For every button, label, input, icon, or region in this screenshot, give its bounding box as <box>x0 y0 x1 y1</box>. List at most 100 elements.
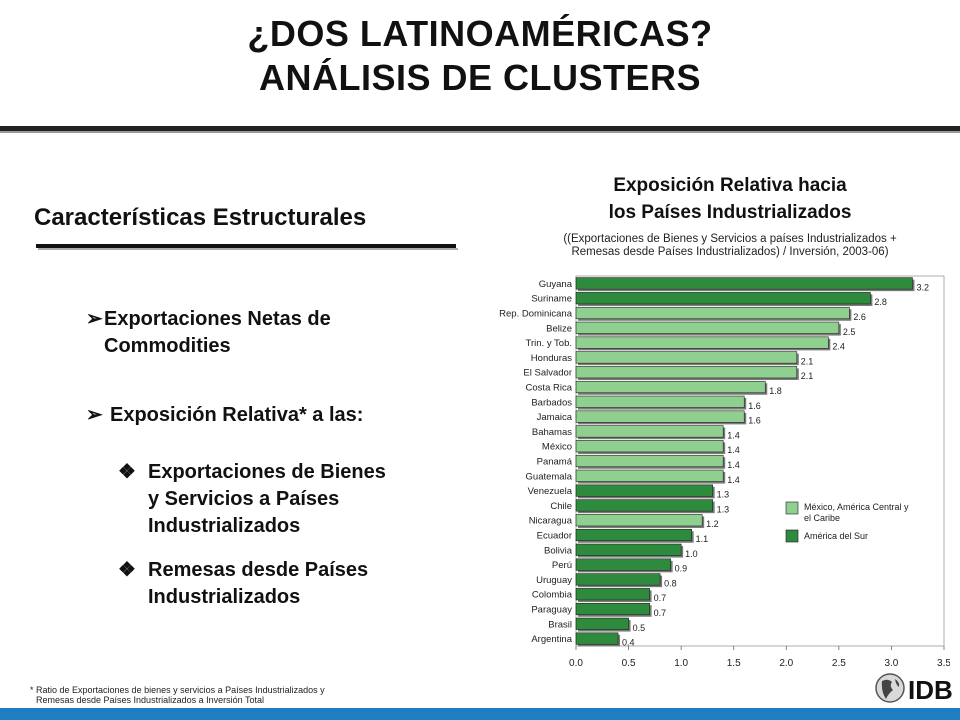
bullet-net-exports-line2: Commodities <box>104 335 231 357</box>
sub-bullet-remittances: ❖ Remesas desde Países Industrializados <box>118 557 368 611</box>
legend-swatch-south <box>785 529 799 543</box>
bar-México <box>575 440 724 453</box>
bullet-net-exports-line1: Exportaciones Netas de <box>104 308 331 330</box>
category-label: Suriname <box>531 294 572 305</box>
category-label: Venezuela <box>528 486 573 497</box>
bar-Ecuador <box>575 528 692 542</box>
sub-bullet-exports-line3: Industrializados <box>148 515 301 537</box>
x-tick-label: 1.5 <box>727 658 741 669</box>
category-label: Bahamas <box>532 427 572 438</box>
arrow-bullet-icon: ➢ <box>86 404 103 426</box>
category-label: Paraguay <box>531 605 572 616</box>
data-label: 1.8 <box>769 386 782 396</box>
category-label: Brasil <box>548 619 572 630</box>
category-label: Honduras <box>531 353 572 364</box>
legend-label-central-line2: el Caribe <box>804 513 840 523</box>
chart-subtitle-line1: ((Exportaciones de Bienes y Servicios a … <box>563 233 897 245</box>
legend-swatch-central <box>785 501 799 515</box>
x-tick-label: 3.0 <box>884 658 898 669</box>
bar-Paraguay <box>575 602 650 616</box>
sub-bullet-exports-line2: y Servicios a Países <box>148 488 340 510</box>
category-label: Guatemala <box>526 471 573 482</box>
chart-subtitle: ((Exportaciones de Bienes y Servicios a … <box>510 233 950 259</box>
data-label: 2.6 <box>853 312 866 322</box>
bullet-net-exports: ➢Exportaciones Netas de Commodities <box>86 306 331 360</box>
x-tick-label: 0.5 <box>622 658 636 669</box>
continent-shape-2 <box>895 679 900 687</box>
idb-logo-mark: IDB <box>875 673 953 705</box>
category-label: Jamaica <box>537 412 573 423</box>
data-label: 1.6 <box>748 416 761 426</box>
data-label: 0.7 <box>654 593 667 603</box>
data-label: 1.4 <box>727 475 740 485</box>
data-label: 1.6 <box>748 401 761 411</box>
slide-title-line1: ¿DOS LATINOAMÉRICAS? <box>247 13 713 54</box>
category-label: Nicaragua <box>529 516 573 527</box>
category-label: Uruguay <box>536 575 572 586</box>
category-label: Rep. Dominicana <box>499 309 573 320</box>
idb-logo: IDB <box>874 670 956 706</box>
bottom-accent-bar <box>0 708 960 720</box>
data-label: 1.0 <box>685 549 698 559</box>
data-label: 1.4 <box>727 460 740 470</box>
sub-bullet-exports: ❖ Exportaciones de Bienes y Servicios a P… <box>118 459 386 540</box>
data-label: 1.3 <box>717 490 730 500</box>
category-label: Chile <box>550 501 572 512</box>
bar-Bolivia <box>575 543 682 556</box>
data-label: 1.2 <box>706 519 719 529</box>
category-label: Costa Rica <box>526 383 573 394</box>
data-label: 1.4 <box>727 445 740 455</box>
footnote-line2: Remesas desde Países Industrializados a … <box>36 695 264 705</box>
category-label: Barbados <box>531 397 572 408</box>
chart-title-line2: los Países Industrializados <box>608 202 852 223</box>
section-heading-underline-shadow <box>38 248 458 250</box>
bar-Belize <box>575 321 840 334</box>
bar-Trin. y Tob. <box>575 336 829 349</box>
idb-logo-text: IDB <box>908 675 953 705</box>
arrow-bullet-icon: ➢ <box>86 308 103 330</box>
data-label: 2.8 <box>874 297 887 307</box>
category-label: Trin. y Tob. <box>526 338 572 349</box>
data-label: 1.4 <box>727 430 740 440</box>
diamond-bullet-icon: ❖ <box>118 461 136 483</box>
legend-label-central-line1: México, América Central y <box>804 502 909 512</box>
chart-title-line1: Exposición Relativa hacia <box>613 175 847 196</box>
bar-Perú <box>575 558 671 571</box>
sub-bullet-remittances-line2: Industrializados <box>148 586 301 608</box>
category-label: Perú <box>552 560 572 571</box>
bar-Colombia <box>575 588 650 601</box>
data-label: 2.4 <box>832 342 845 352</box>
x-tick-label: 2.5 <box>832 658 846 669</box>
bar-Guyana <box>575 277 913 290</box>
category-label: Belize <box>546 323 572 334</box>
category-label: Argentina <box>531 634 572 645</box>
data-label: 2.1 <box>801 356 814 366</box>
data-label: 2.5 <box>843 327 856 337</box>
bullet-relative-exposure: ➢ Exposición Relativa* a las: <box>86 402 363 429</box>
bar-Panamá <box>575 454 724 468</box>
bullet-relative-exposure-text: Exposición Relativa* a las: <box>110 404 364 426</box>
x-tick-label: 3.5 <box>937 658 950 669</box>
bar-Rep. Dominicana <box>575 306 850 320</box>
bar-Costa Rica <box>575 380 766 394</box>
continent-shape <box>881 679 893 699</box>
sub-bullet-exports-line1: Exportaciones de Bienes <box>148 461 386 483</box>
x-tick-label: 0.0 <box>569 658 583 669</box>
x-tick-label: 2.0 <box>779 658 793 669</box>
category-label: México <box>542 442 572 453</box>
bar-Argentina <box>575 632 619 645</box>
bar-Barbados <box>575 395 745 408</box>
data-label: 0.8 <box>664 578 677 588</box>
category-label: Bolivia <box>544 545 573 556</box>
section-heading-underline <box>36 244 456 248</box>
data-label: 1.1 <box>696 534 709 544</box>
category-label: El Salvador <box>523 368 572 379</box>
footnote: * Ratio de Exportaciones de bienes y ser… <box>30 685 325 705</box>
x-tick-label: 1.0 <box>674 658 688 669</box>
chart-subtitle-line2: Remesas desde Países Industrializados) /… <box>571 246 889 258</box>
title-divider-shadow <box>0 131 960 133</box>
bar-Jamaica <box>575 410 745 423</box>
legend-label-south: América del Sur <box>804 531 868 541</box>
title-divider <box>0 126 960 131</box>
slide-title-line2: ANÁLISIS DE CLUSTERS <box>258 57 702 98</box>
